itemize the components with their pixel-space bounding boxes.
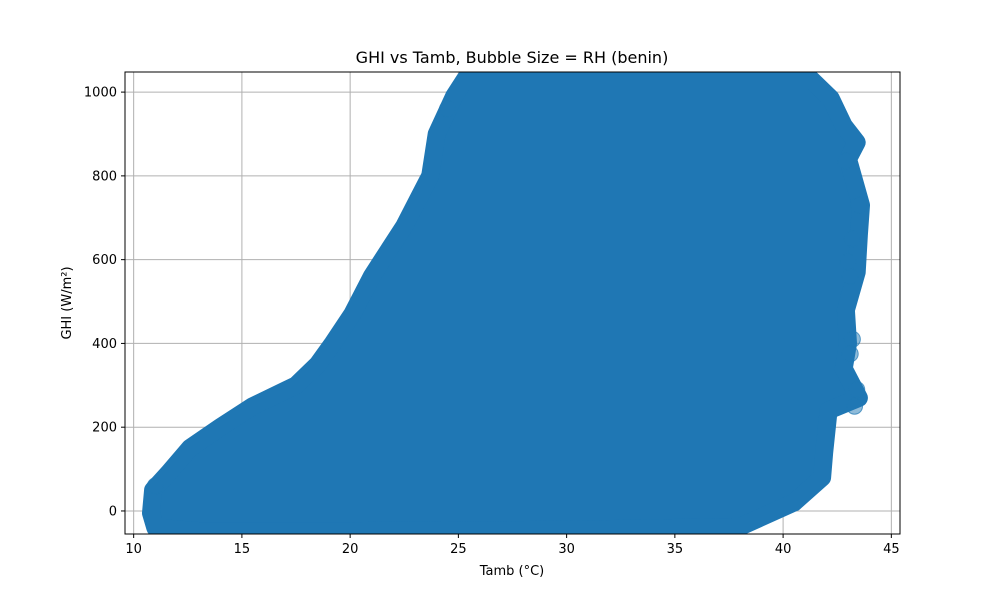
x-tick-label: 10: [125, 542, 142, 557]
data-point: [846, 397, 864, 415]
x-tick-label: 30: [558, 542, 575, 557]
y-axis-label: GHI (W/m²): [60, 266, 75, 339]
plot-frame: [124, 71, 901, 535]
bubble-cloud: [142, 72, 870, 534]
data-point: [850, 196, 868, 214]
y-tick-label: 200: [92, 421, 117, 436]
data-point: [841, 345, 859, 363]
data-point: [843, 330, 861, 348]
x-tick-label: 45: [883, 542, 900, 557]
data-point: [841, 267, 859, 285]
chart-title: GHI vs Tamb, Bubble Size = RH (benin): [356, 48, 669, 67]
x-axis-label: Tamb (°C): [479, 564, 545, 579]
y-tick-label: 0: [109, 504, 117, 519]
y-tick-label: 800: [92, 169, 117, 184]
data-point: [837, 152, 855, 170]
data-point: [439, 100, 457, 118]
data-point: [843, 230, 861, 248]
x-tick-label: 15: [234, 542, 251, 557]
x-tick-label: 40: [775, 542, 792, 557]
y-tick-label: 600: [92, 253, 117, 268]
x-axis: 10 15 20 25 30 35 40 45: [125, 534, 900, 557]
data-point: [848, 380, 866, 398]
x-tick-label: 35: [667, 542, 684, 557]
y-tick-label: 400: [92, 337, 117, 352]
x-tick-label: 20: [342, 542, 359, 557]
data-point: [146, 477, 164, 495]
data-point: [839, 253, 857, 271]
plot-area: [142, 72, 870, 534]
y-tick-label: 1000: [84, 86, 117, 101]
y-axis: 0 200 400 600 800 1000: [84, 86, 125, 519]
x-tick-label: 25: [450, 542, 467, 557]
